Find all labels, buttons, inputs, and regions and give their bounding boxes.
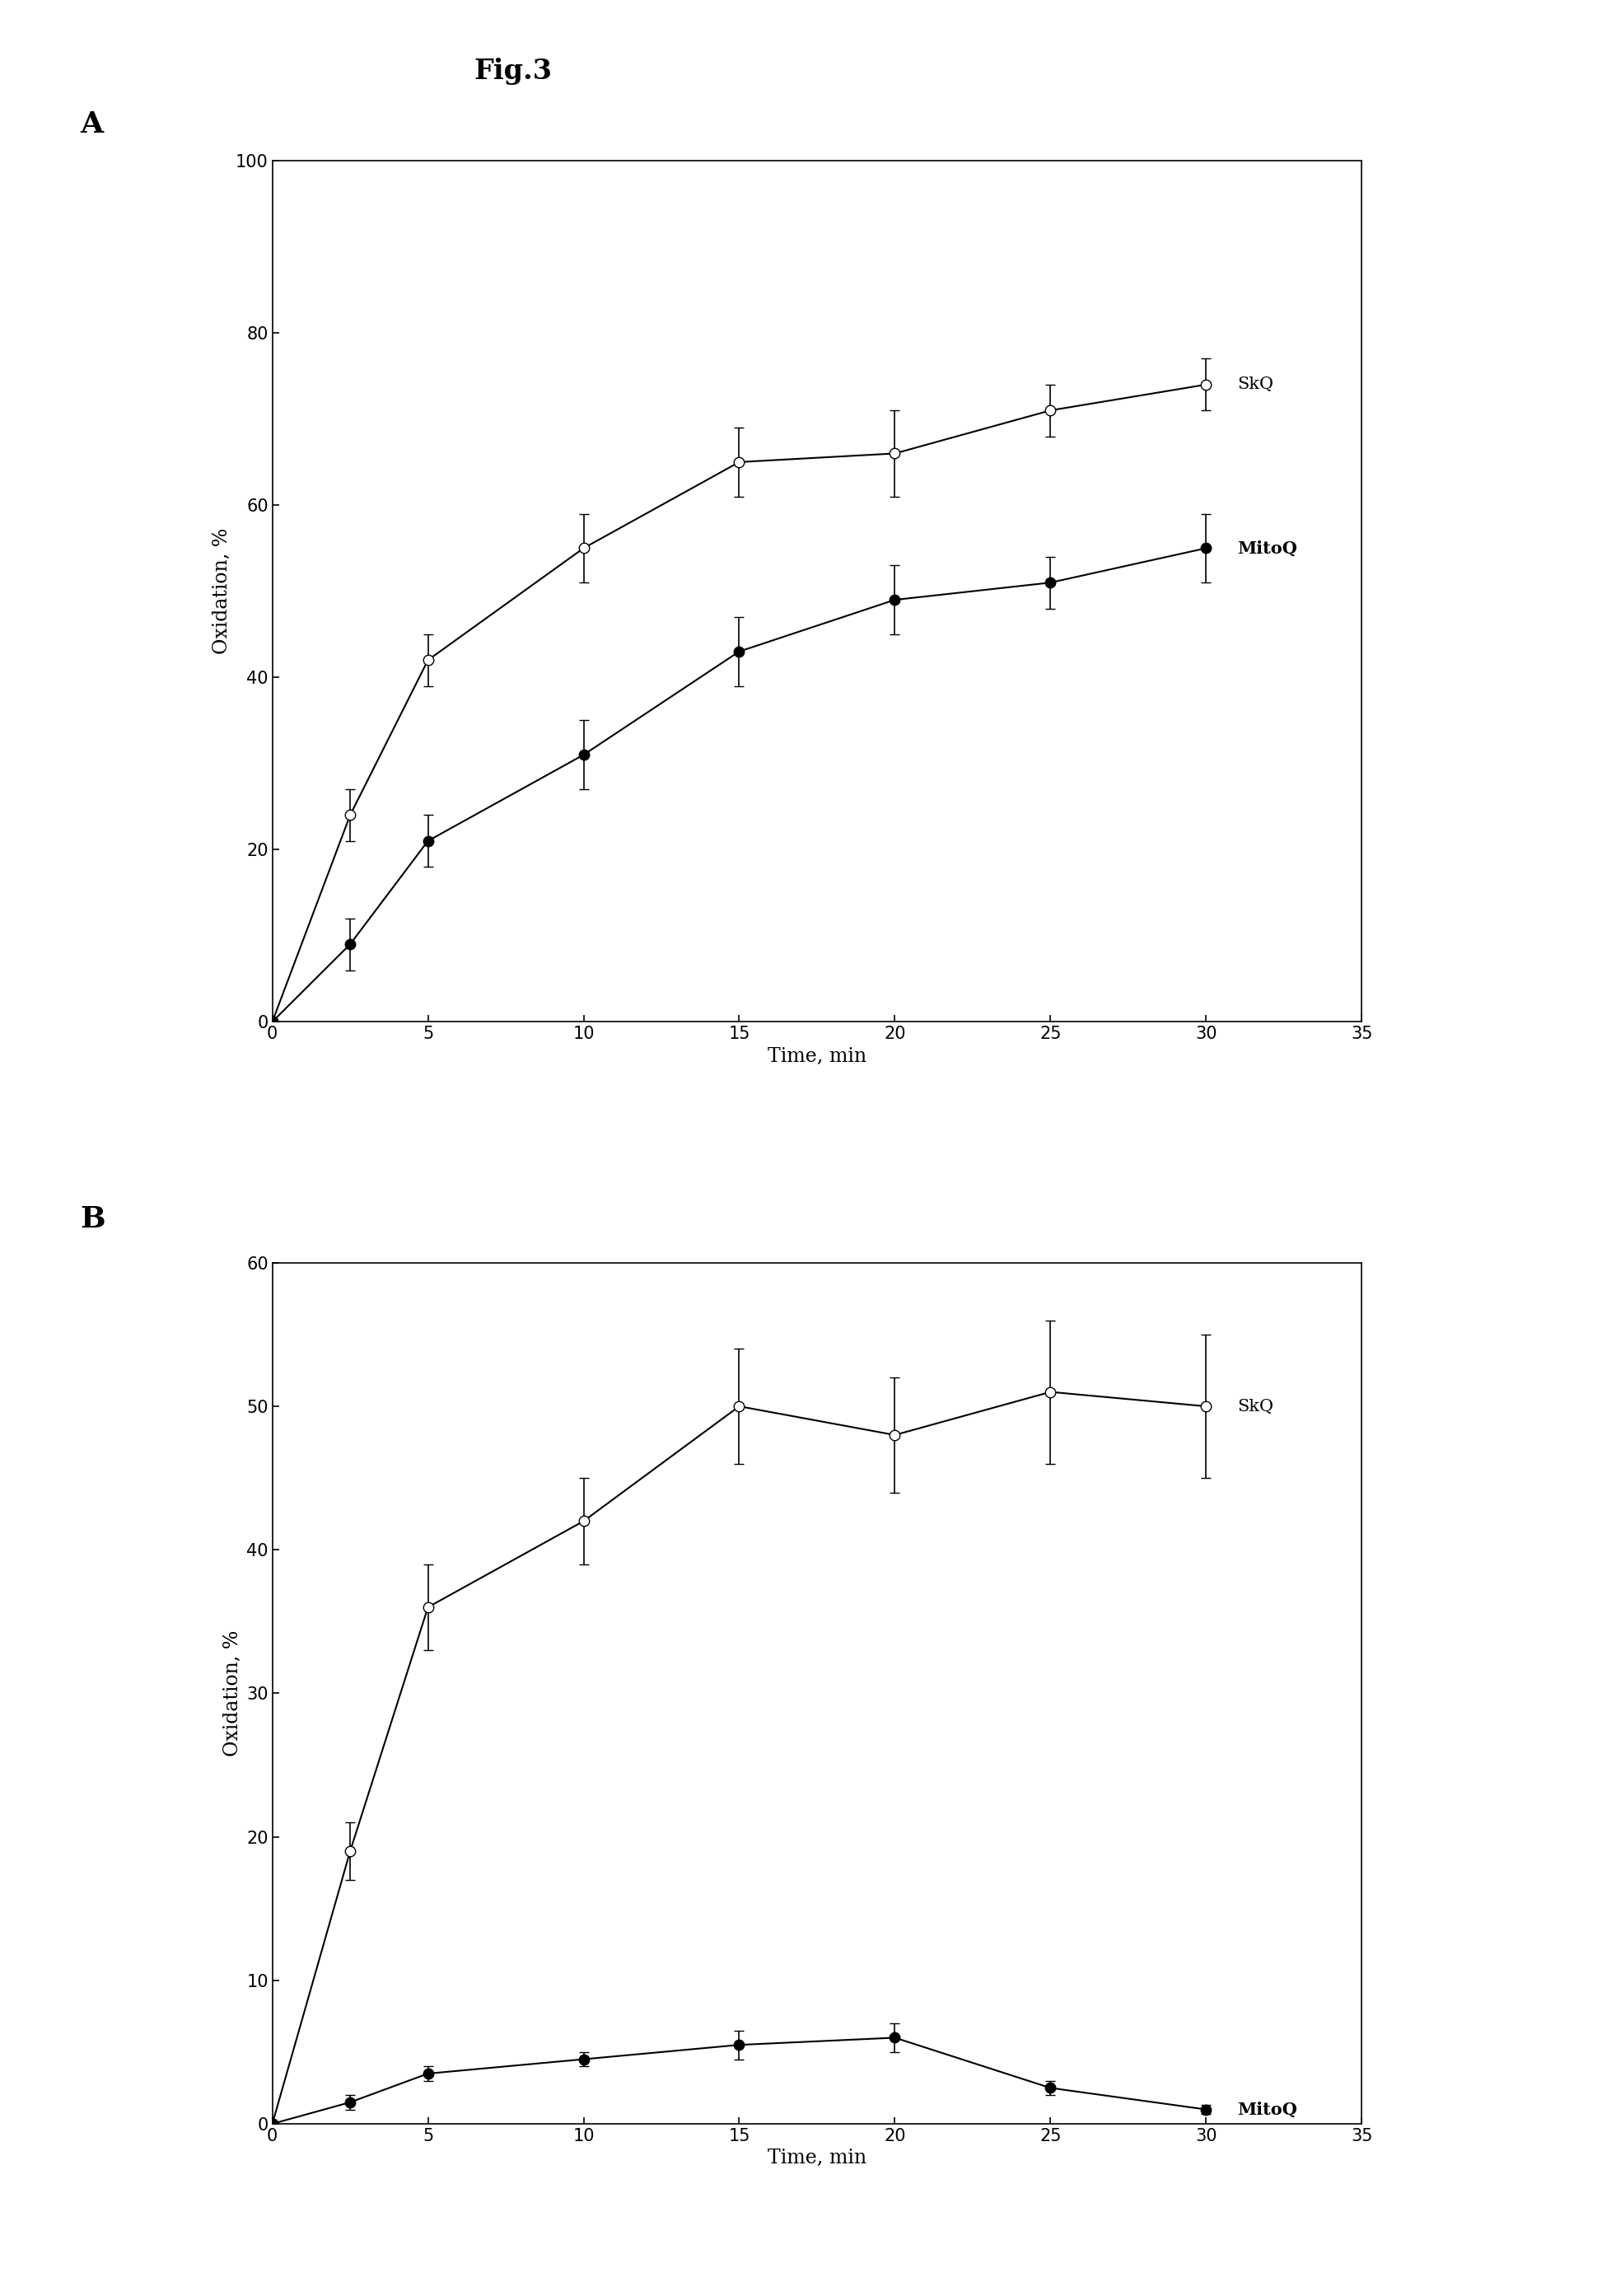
Y-axis label: Oxidation, %: Oxidation, % — [211, 528, 231, 654]
Y-axis label: Oxidation, %: Oxidation, % — [223, 1630, 242, 1756]
Text: MitoQ: MitoQ — [1237, 540, 1298, 556]
X-axis label: Time, min: Time, min — [767, 2149, 867, 2167]
X-axis label: Time, min: Time, min — [767, 1047, 867, 1065]
Text: SkQ: SkQ — [1237, 377, 1274, 393]
Text: MitoQ: MitoQ — [1237, 2101, 1298, 2117]
Text: SkQ: SkQ — [1237, 1398, 1274, 1414]
Text: A: A — [80, 110, 103, 138]
Text: Fig.3: Fig.3 — [474, 57, 551, 85]
Text: B: B — [80, 1205, 106, 1233]
